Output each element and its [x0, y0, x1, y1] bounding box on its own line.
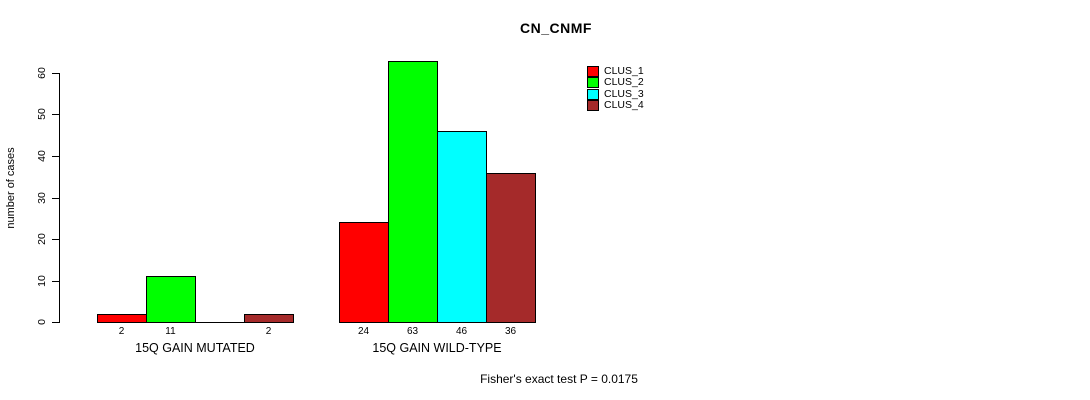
bar-clus_3-group1-zero: [195, 322, 245, 323]
bar-value-label: 24: [357, 326, 370, 337]
legend-label: CLUS_3: [604, 88, 644, 100]
y-tick: [52, 73, 59, 74]
footnote-text: Fisher's exact test P = 0.0175: [480, 372, 638, 386]
bar-clus_4-group1: [244, 314, 294, 323]
y-tick: [52, 281, 59, 282]
y-tick: [52, 322, 59, 323]
bar-clus_3-group2: [437, 131, 487, 323]
legend-swatch-clus_4: [587, 100, 599, 111]
bar-clus_1-group1: [97, 314, 147, 323]
bar-clus_2-group2: [388, 61, 438, 323]
group-label-2: 15Q GAIN WILD-TYPE: [372, 341, 502, 355]
y-tick: [52, 156, 59, 157]
legend-swatch-clus_2: [587, 77, 599, 88]
bar-clus_4-group2: [486, 173, 536, 323]
bar-value-label: 36: [504, 326, 517, 337]
y-tick: [52, 198, 59, 199]
bar-value-label: 11: [165, 326, 176, 337]
bar-clus_2-group1: [146, 276, 196, 323]
bar-value-label: 2: [118, 326, 125, 337]
legend-label: CLUS_4: [604, 99, 644, 111]
legend-label: CLUS_2: [604, 76, 644, 88]
y-axis-line: [59, 73, 60, 323]
bar-value-label: 2: [265, 326, 272, 337]
legend-swatch-clus_3: [587, 89, 599, 100]
chart-title: CN_CNMF: [520, 20, 592, 36]
y-tick: [52, 239, 59, 240]
bar-value-label: 63: [406, 326, 419, 337]
legend-label: CLUS_1: [604, 65, 644, 77]
y-tick: [52, 114, 59, 115]
group-label-1: 15Q GAIN MUTATED: [135, 341, 255, 355]
legend-swatch-clus_1: [587, 66, 599, 77]
bar-clus_1-group2: [339, 222, 389, 323]
bar-value-label: 46: [455, 326, 468, 337]
